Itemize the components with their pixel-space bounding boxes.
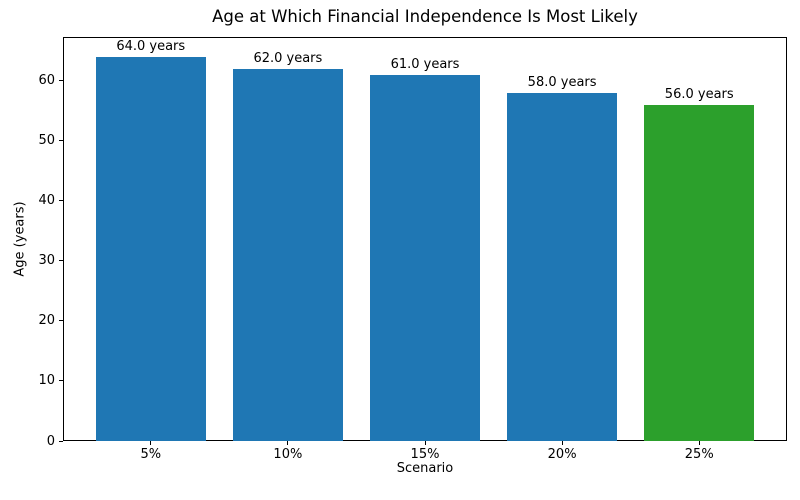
y-tick-label: 20 (38, 313, 55, 329)
y-tick-mark (59, 140, 63, 142)
y-tick-label: 40 (38, 193, 55, 209)
x-tick-mark (150, 441, 152, 445)
chart-title: Age at Which Financial Independence Is M… (212, 7, 638, 26)
y-tick-label: 10 (38, 373, 55, 389)
x-tick-label: 10% (273, 447, 303, 462)
x-tick-mark (698, 441, 700, 445)
bar-value-label: 62.0 years (253, 50, 323, 66)
y-tick-label: 0 (46, 433, 55, 449)
y-tick-mark (59, 80, 63, 82)
x-tick-mark (424, 441, 426, 445)
bar (370, 74, 480, 441)
bar (507, 92, 617, 441)
x-tick-mark (561, 441, 563, 445)
bar-value-label: 56.0 years (664, 86, 734, 102)
x-tick-label: 5% (140, 447, 162, 462)
x-axis-label: Scenario (396, 461, 454, 476)
y-tick-mark (59, 200, 63, 202)
bar (95, 56, 206, 441)
bar-value-label: 61.0 years (390, 56, 460, 72)
bar-value-label: 64.0 years (116, 38, 186, 54)
y-tick-label: 50 (38, 133, 55, 149)
bar (644, 104, 755, 441)
x-tick-mark (287, 441, 289, 445)
y-tick-mark (59, 320, 63, 322)
y-tick-mark (59, 440, 63, 442)
bar-value-label: 58.0 years (527, 74, 597, 90)
y-tick-mark (59, 380, 63, 382)
y-tick-label: 30 (38, 253, 55, 269)
y-tick-label: 60 (38, 73, 55, 89)
bar (233, 68, 343, 441)
x-tick-label: 25% (684, 447, 714, 462)
x-tick-label: 20% (547, 447, 577, 462)
x-tick-label: 15% (410, 447, 440, 462)
y-tick-mark (59, 260, 63, 262)
